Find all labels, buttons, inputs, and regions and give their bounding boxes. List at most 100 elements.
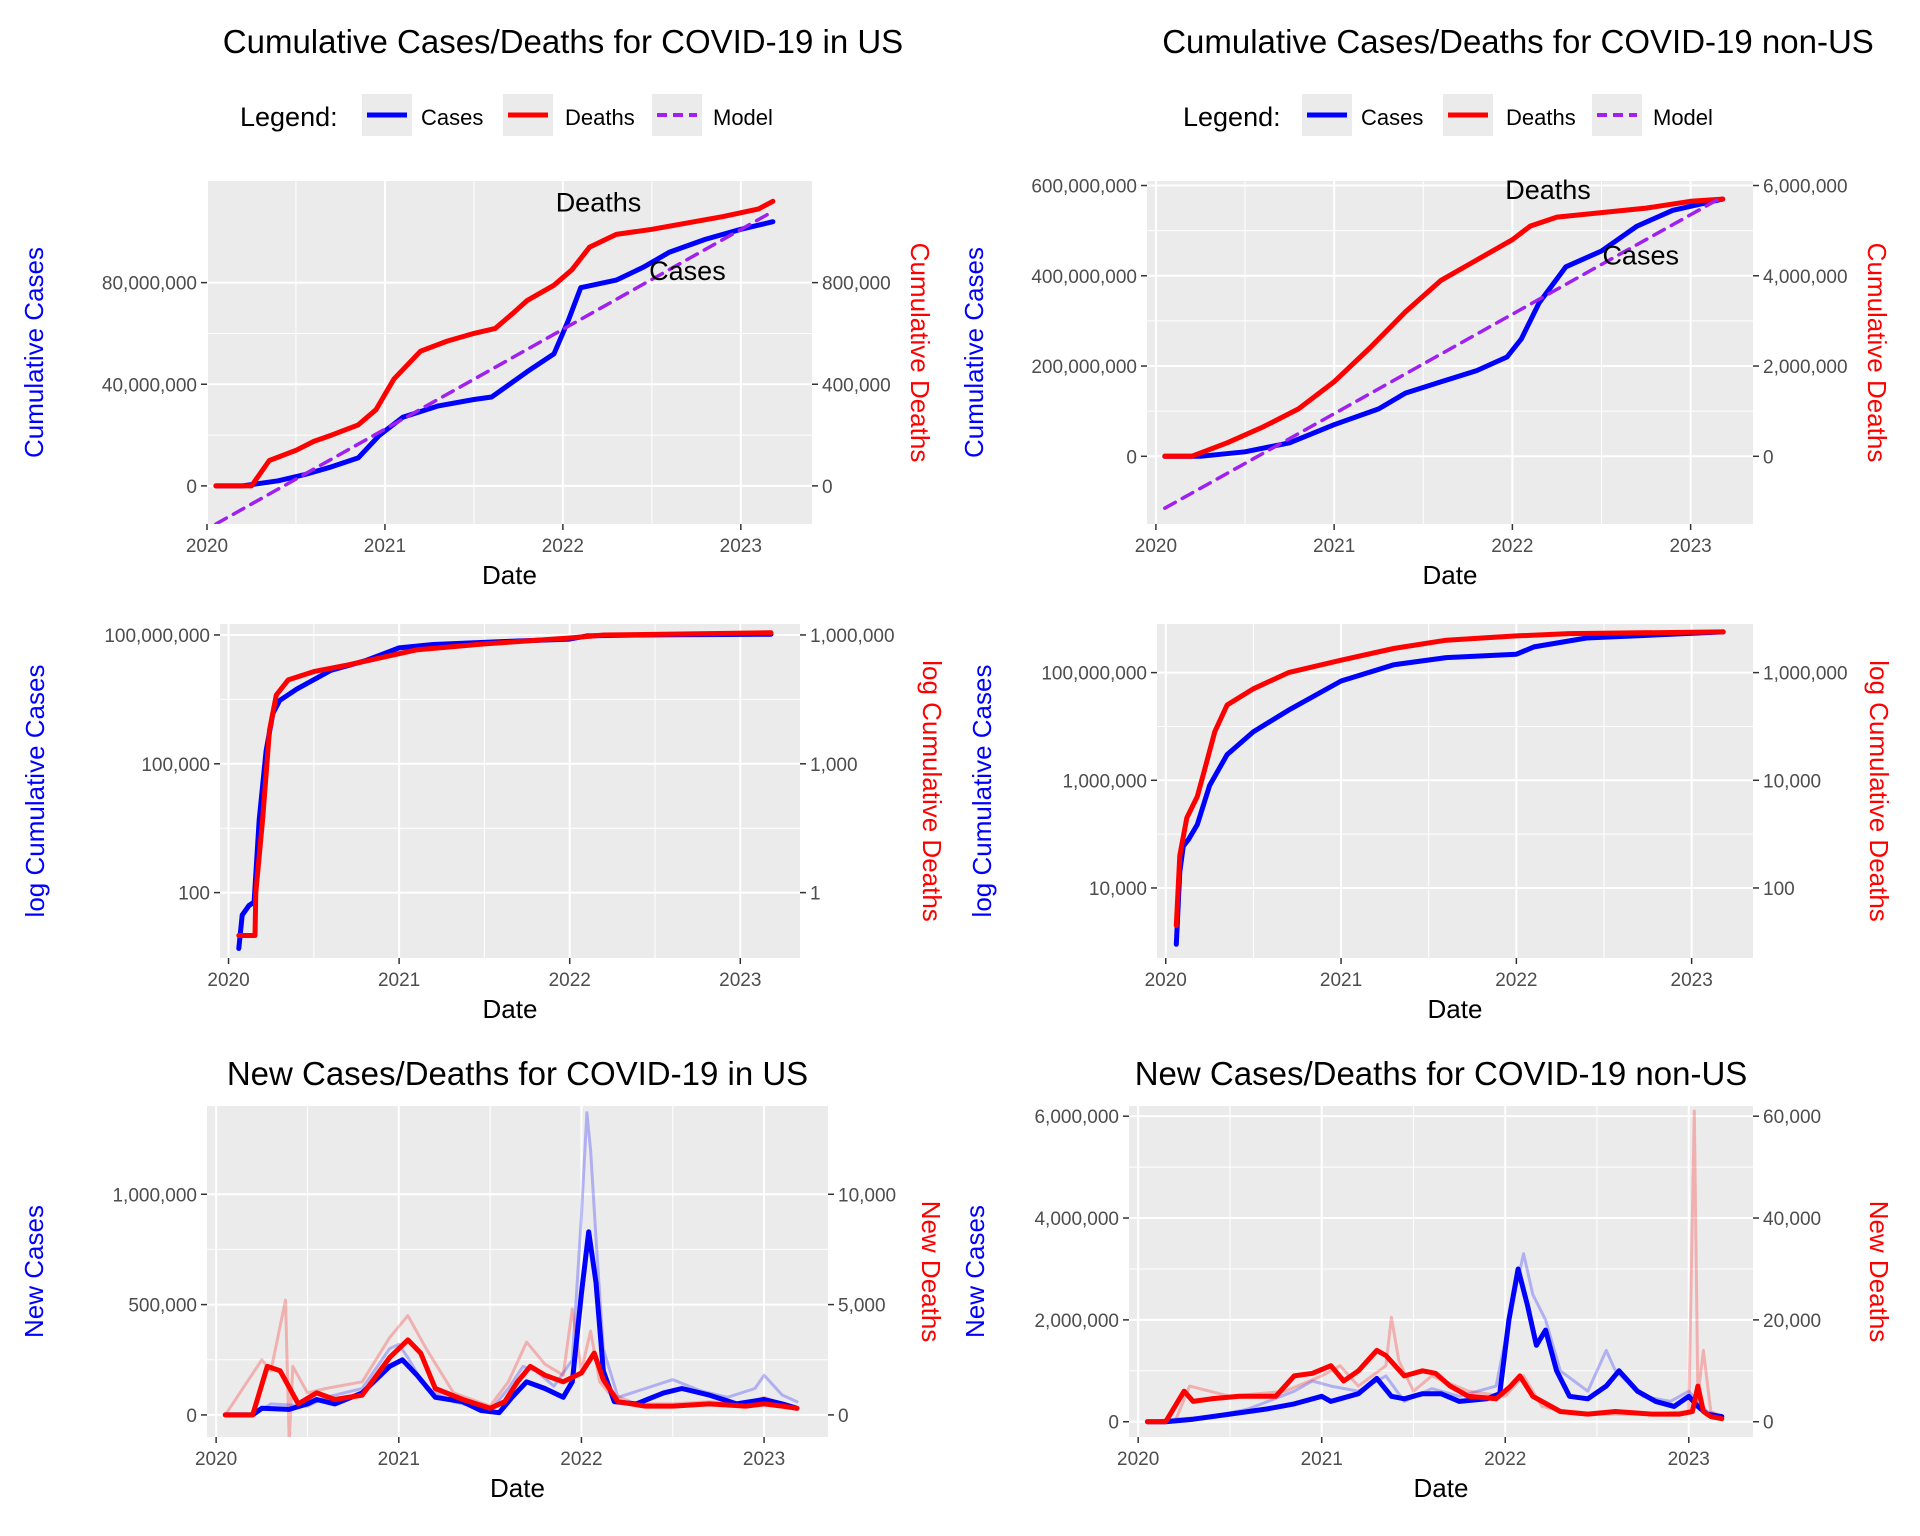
y2-tick-label: 1 [810,884,821,905]
legend-label-deaths: Deaths [1506,105,1576,130]
x-tick-label: 2022 [1484,1449,1526,1470]
y-axis-label: Cumulative Cases [959,247,989,458]
x-tick-label: 2021 [1301,1449,1343,1470]
series-line-deaths [1144,1347,1725,1425]
x-tick-label: 2020 [207,970,249,991]
legend-label-cases: Cases [1361,105,1423,130]
series-line-deaths [1162,196,1726,459]
y-tick-label: 0 [1108,1413,1119,1434]
plot-area [213,198,776,524]
y2-tick-label: 0 [1763,447,1774,468]
y2-tick-label: 1,000,000 [1763,664,1848,685]
y-axis-label: Cumulative Cases [19,247,49,458]
series-line-model [1163,195,1725,510]
plot-background [207,1106,828,1437]
x-tick-label: 2020 [186,536,228,557]
chart-us-log-cumulative: 2020 2021 2022 2023 100 100,000 100,000,000 1 1,… [20,624,947,1024]
x-tick-label: 2022 [560,1449,602,1470]
x-tick-label: 2020 [1145,970,1187,991]
y2-axis-label: log Cumulative Deaths [1864,660,1894,922]
legend-label-model: Model [713,105,773,130]
y-tick-label: 4,000,000 [1034,1209,1119,1230]
chart-us-new: 2020 2021 2022 2023 0 500,000 1,000,000 0 5,000 1… [19,1055,946,1503]
x-tick-label: 2020 [1117,1449,1159,1470]
y2-axis-label: New Deaths [1864,1201,1894,1343]
x-tick-label: 2022 [549,970,591,991]
chart-title-us-cumulative: Cumulative Cases/Deaths for COVID-19 in … [223,23,903,60]
y2-tick-label: 60,000 [1763,1107,1821,1128]
series-line-cases [1173,629,1726,947]
y-axis-label: log Cumulative Cases [967,665,997,918]
y-tick-label: 100,000,000 [104,626,210,647]
x-axis-label: Date [483,994,538,1024]
legend-label-deaths: Deaths [565,105,635,130]
x-tick-label: 2021 [1313,536,1355,557]
x-axis-label: Date [1414,1473,1469,1503]
y2-tick-label: 800,000 [822,274,891,295]
annotation-cases: Cases [1602,240,1679,270]
plot-area [222,1111,800,1437]
chart-title: New Cases/Deaths for COVID-19 non-US [1135,1055,1748,1092]
y2-tick-label: 0 [822,477,833,498]
series-line-deaths [213,198,776,489]
y2-tick-label: 0 [838,1406,849,1427]
chart-nonus-cumulative: 2020 2021 2022 2023 0 200,000,000 400,000,000 6… [959,175,1892,590]
x-tick-label: 2020 [1135,536,1177,557]
series-line-cases [222,1229,800,1418]
x-tick-label: 2023 [720,536,762,557]
plot-background [1157,624,1753,958]
series-line-model [214,209,775,524]
y2-tick-label: 10,000 [838,1185,896,1206]
y2-tick-label: 40,000 [1763,1209,1821,1230]
x-tick-label: 2023 [743,1449,785,1470]
plot-background [1147,181,1753,524]
plot-area [1144,1109,1725,1425]
y-tick-label: 2,000,000 [1034,1311,1119,1332]
y-tick-label: 0 [186,1406,197,1427]
series-line-deaths [222,1337,800,1418]
series-line-deaths [236,630,774,938]
y-tick-label: 100 [178,884,210,905]
y2-tick-label: 400,000 [822,375,891,396]
y2-tick-label: 20,000 [1763,1311,1821,1332]
y2-axis-label: Cumulative Deaths [905,243,935,463]
x-axis-label: Date [490,1473,545,1503]
x-tick-label: 2021 [378,1449,420,1470]
x-tick-label: 2021 [378,970,420,991]
x-tick-label: 2022 [1495,970,1537,991]
x-tick-label: 2020 [195,1449,237,1470]
y-axis-label: log Cumulative Cases [20,665,50,918]
y2-axis-label: New Deaths [916,1201,946,1343]
series-line-deaths [1173,629,1726,929]
chart-nonus-log-cumulative: 2020 2021 2022 2023 10,000 1,000,000 100,000,0… [967,624,1894,1024]
x-tick-label: 2022 [1491,536,1533,557]
x-tick-label: 2023 [1671,970,1713,991]
legend-label-cases: Cases [421,105,483,130]
legend-nonus: Legend: Cases Deaths Model [1183,94,1713,136]
y2-tick-label: 100 [1763,879,1795,900]
chart-nonus-new: 2020 2021 2022 2023 0 2,000,000 4,000,000 6,000… [960,1055,1894,1503]
y-tick-label: 0 [186,477,197,498]
x-tick-label: 2023 [1668,1449,1710,1470]
plot-area [1173,629,1726,947]
chart-title: New Cases/Deaths for COVID-19 in US [227,1055,808,1092]
y-tick-label: 1,000,000 [112,1185,197,1206]
y-tick-label: 80,000,000 [102,274,197,295]
annotation-cases: Cases [649,256,726,286]
x-tick-label: 2021 [1320,970,1362,991]
y2-tick-label: 10,000 [1763,771,1821,792]
x-tick-label: 2023 [1669,536,1711,557]
y2-tick-label: 2,000,000 [1763,357,1848,378]
legend-title: Legend: [240,102,338,132]
x-tick-label: 2023 [719,970,761,991]
y-tick-label: 40,000,000 [102,375,197,396]
y2-tick-label: 1,000,000 [810,626,895,647]
legend-title: Legend: [1183,102,1281,132]
legend-label-model: Model [1653,105,1713,130]
plot-background [1129,1106,1753,1437]
y2-axis-label: log Cumulative Deaths [917,660,947,922]
y-tick-label: 100,000 [141,755,210,776]
y-tick-label: 500,000 [128,1296,197,1317]
series-line-cases [213,219,776,489]
